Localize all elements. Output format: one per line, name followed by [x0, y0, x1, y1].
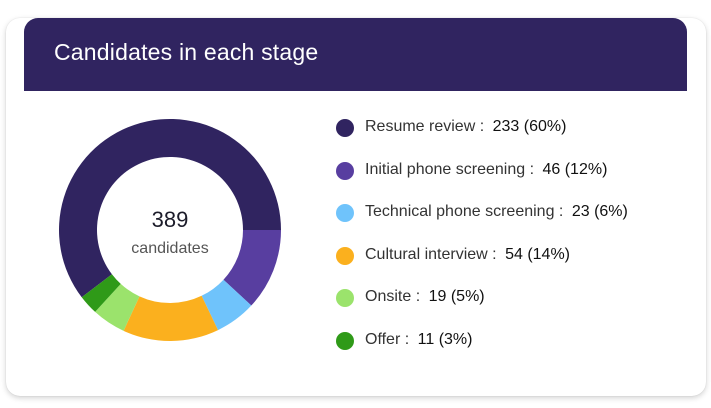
legend-dot-icon [336, 204, 354, 222]
donut-total: 389 [151, 207, 189, 232]
legend-label: Offer [365, 330, 401, 348]
legend-separator: : [558, 203, 564, 220]
donut-slice-cultural-interview [123, 295, 219, 341]
legend-value: 11 (3%) [417, 330, 473, 348]
legend-value: 23 (6%) [571, 203, 628, 220]
donut-slice-initial-phone-screening [223, 230, 281, 306]
legend-value: 46 (12%) [542, 160, 608, 178]
legend-dot-icon [336, 331, 354, 350]
legend-value: 233 (60%) [492, 118, 567, 135]
legend-label: Resume review [365, 118, 476, 135]
donut-svg [59, 119, 281, 341]
donut-unit-label: candidates [131, 240, 209, 257]
legend-label: Onsite [365, 288, 412, 305]
legend-separator: : [492, 245, 497, 263]
candidates-stage-card: Candidates in each stage 389 candidates … [6, 18, 706, 396]
legend-dot-icon [336, 119, 354, 137]
legend-value: 19 (5%) [428, 288, 485, 305]
legend-separator: : [404, 330, 410, 348]
card-title: Candidates in each stage [54, 39, 319, 65]
donut-chart: 389 candidates [59, 119, 281, 341]
legend-separator: : [529, 160, 535, 178]
legend-separator: : [415, 288, 421, 305]
legend-value: 54 (14%) [505, 245, 570, 263]
legend-label: Cultural interview [365, 245, 488, 263]
donut-slice-offer [81, 274, 121, 312]
legend-label: Initial phone screening [365, 160, 526, 178]
legend-label: Technical phone screening [365, 203, 555, 220]
card-header: Candidates in each stage [24, 18, 687, 91]
legend-separator: : [479, 118, 485, 135]
donut-slice-onsite [95, 283, 140, 331]
legend-dot-icon [336, 161, 354, 180]
donut-slice-resume-review [59, 119, 281, 298]
legend-dot-icon [336, 289, 354, 307]
donut-slice-technical-phone-screening [201, 279, 252, 331]
legend-dot-icon [336, 246, 354, 265]
